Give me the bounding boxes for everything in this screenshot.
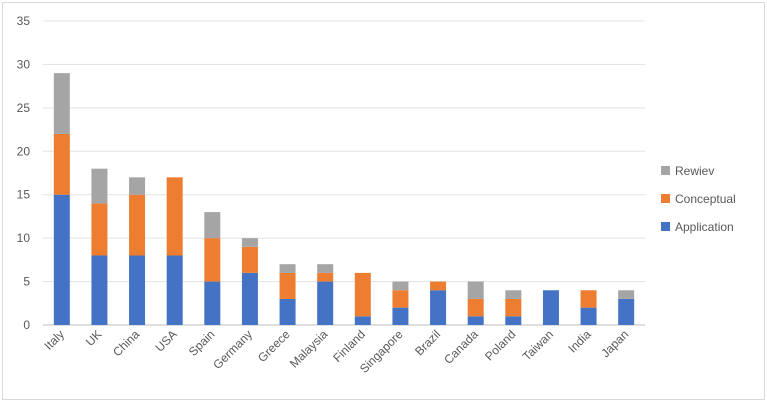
x-tick-label: Canada	[441, 327, 481, 367]
bar-rewiev-singapore	[392, 281, 409, 291]
y-tick-label: 20	[17, 144, 31, 158]
bar-rewiev-uk	[91, 168, 108, 204]
legend-label-rewiev: Rewiev	[675, 164, 714, 178]
bar-conceptual-poland	[505, 298, 522, 317]
bar-rewiev-malaysia	[317, 264, 334, 273]
bar-application-germany	[241, 272, 258, 325]
x-tick-label: Taiwan	[520, 327, 556, 363]
bar-conceptual-spain	[204, 238, 221, 282]
legend-label-conceptual: Conceptual	[675, 192, 736, 206]
bar-conceptual-brazil	[430, 281, 447, 291]
x-tick-label: Germany	[210, 327, 255, 372]
bar-application-singapore	[392, 307, 409, 325]
bar-conceptual-germany	[241, 246, 258, 273]
bar-application-malaysia	[317, 281, 334, 325]
bar-conceptual-malaysia	[317, 272, 334, 282]
bar-application-india	[580, 307, 597, 325]
bar-conceptual-canada	[467, 298, 484, 317]
x-tick-label: USA	[152, 327, 179, 354]
bar-conceptual-uk	[91, 203, 108, 256]
legend-label-application: Application	[675, 220, 734, 234]
bar-conceptual-italy	[53, 133, 70, 195]
x-tick-label: Brazil	[412, 327, 443, 358]
bar-rewiev-greece	[279, 264, 296, 273]
legend-swatch-rewiev	[661, 166, 670, 175]
bar-rewiev-germany	[241, 238, 258, 247]
x-tick-label: Spain	[186, 327, 218, 359]
bar-application-uk	[91, 255, 108, 325]
x-tick-label: China	[110, 327, 142, 359]
bar-application-spain	[204, 281, 221, 325]
bar-conceptual-india	[580, 290, 597, 308]
x-tick-label: Japan	[598, 327, 631, 360]
y-tick-label: 30	[17, 57, 31, 71]
bar-application-brazil	[430, 290, 447, 325]
bar-conceptual-china	[129, 194, 146, 256]
bar-application-canada	[467, 316, 484, 325]
bar-application-greece	[279, 298, 296, 325]
bar-conceptual-greece	[279, 272, 296, 299]
bar-rewiev-canada	[467, 281, 484, 299]
bar-rewiev-poland	[505, 290, 522, 299]
bar-rewiev-japan	[618, 290, 635, 299]
bar-rewiev-china	[129, 177, 146, 195]
bar-application-italy	[53, 194, 70, 325]
bar-application-poland	[505, 316, 522, 325]
y-tick-label: 10	[17, 231, 31, 245]
x-tick-label: India	[565, 327, 594, 356]
bar-application-taiwan	[542, 290, 559, 325]
x-tick-label: Malaysia	[287, 327, 331, 371]
y-tick-label: 35	[17, 14, 31, 28]
x-tick-label: Poland	[482, 327, 518, 363]
y-tick-label: 0	[23, 318, 30, 332]
x-tick-label: UK	[83, 327, 105, 349]
bar-rewiev-spain	[204, 212, 221, 239]
y-tick-label: 15	[17, 188, 31, 202]
bar-rewiev-italy	[53, 73, 70, 134]
bar-conceptual-singapore	[392, 290, 409, 308]
legend-swatch-application	[661, 222, 670, 231]
y-tick-label: 25	[17, 101, 31, 115]
y-tick-label: 5	[23, 275, 30, 289]
legend-swatch-conceptual	[661, 194, 670, 203]
bar-application-usa	[166, 255, 183, 325]
bar-conceptual-finland	[354, 272, 371, 317]
bar-application-china	[129, 255, 146, 325]
bar-application-japan	[618, 298, 635, 325]
bar-application-finland	[354, 316, 371, 325]
x-tick-label: Italy	[41, 327, 66, 352]
bar-conceptual-usa	[166, 177, 183, 256]
